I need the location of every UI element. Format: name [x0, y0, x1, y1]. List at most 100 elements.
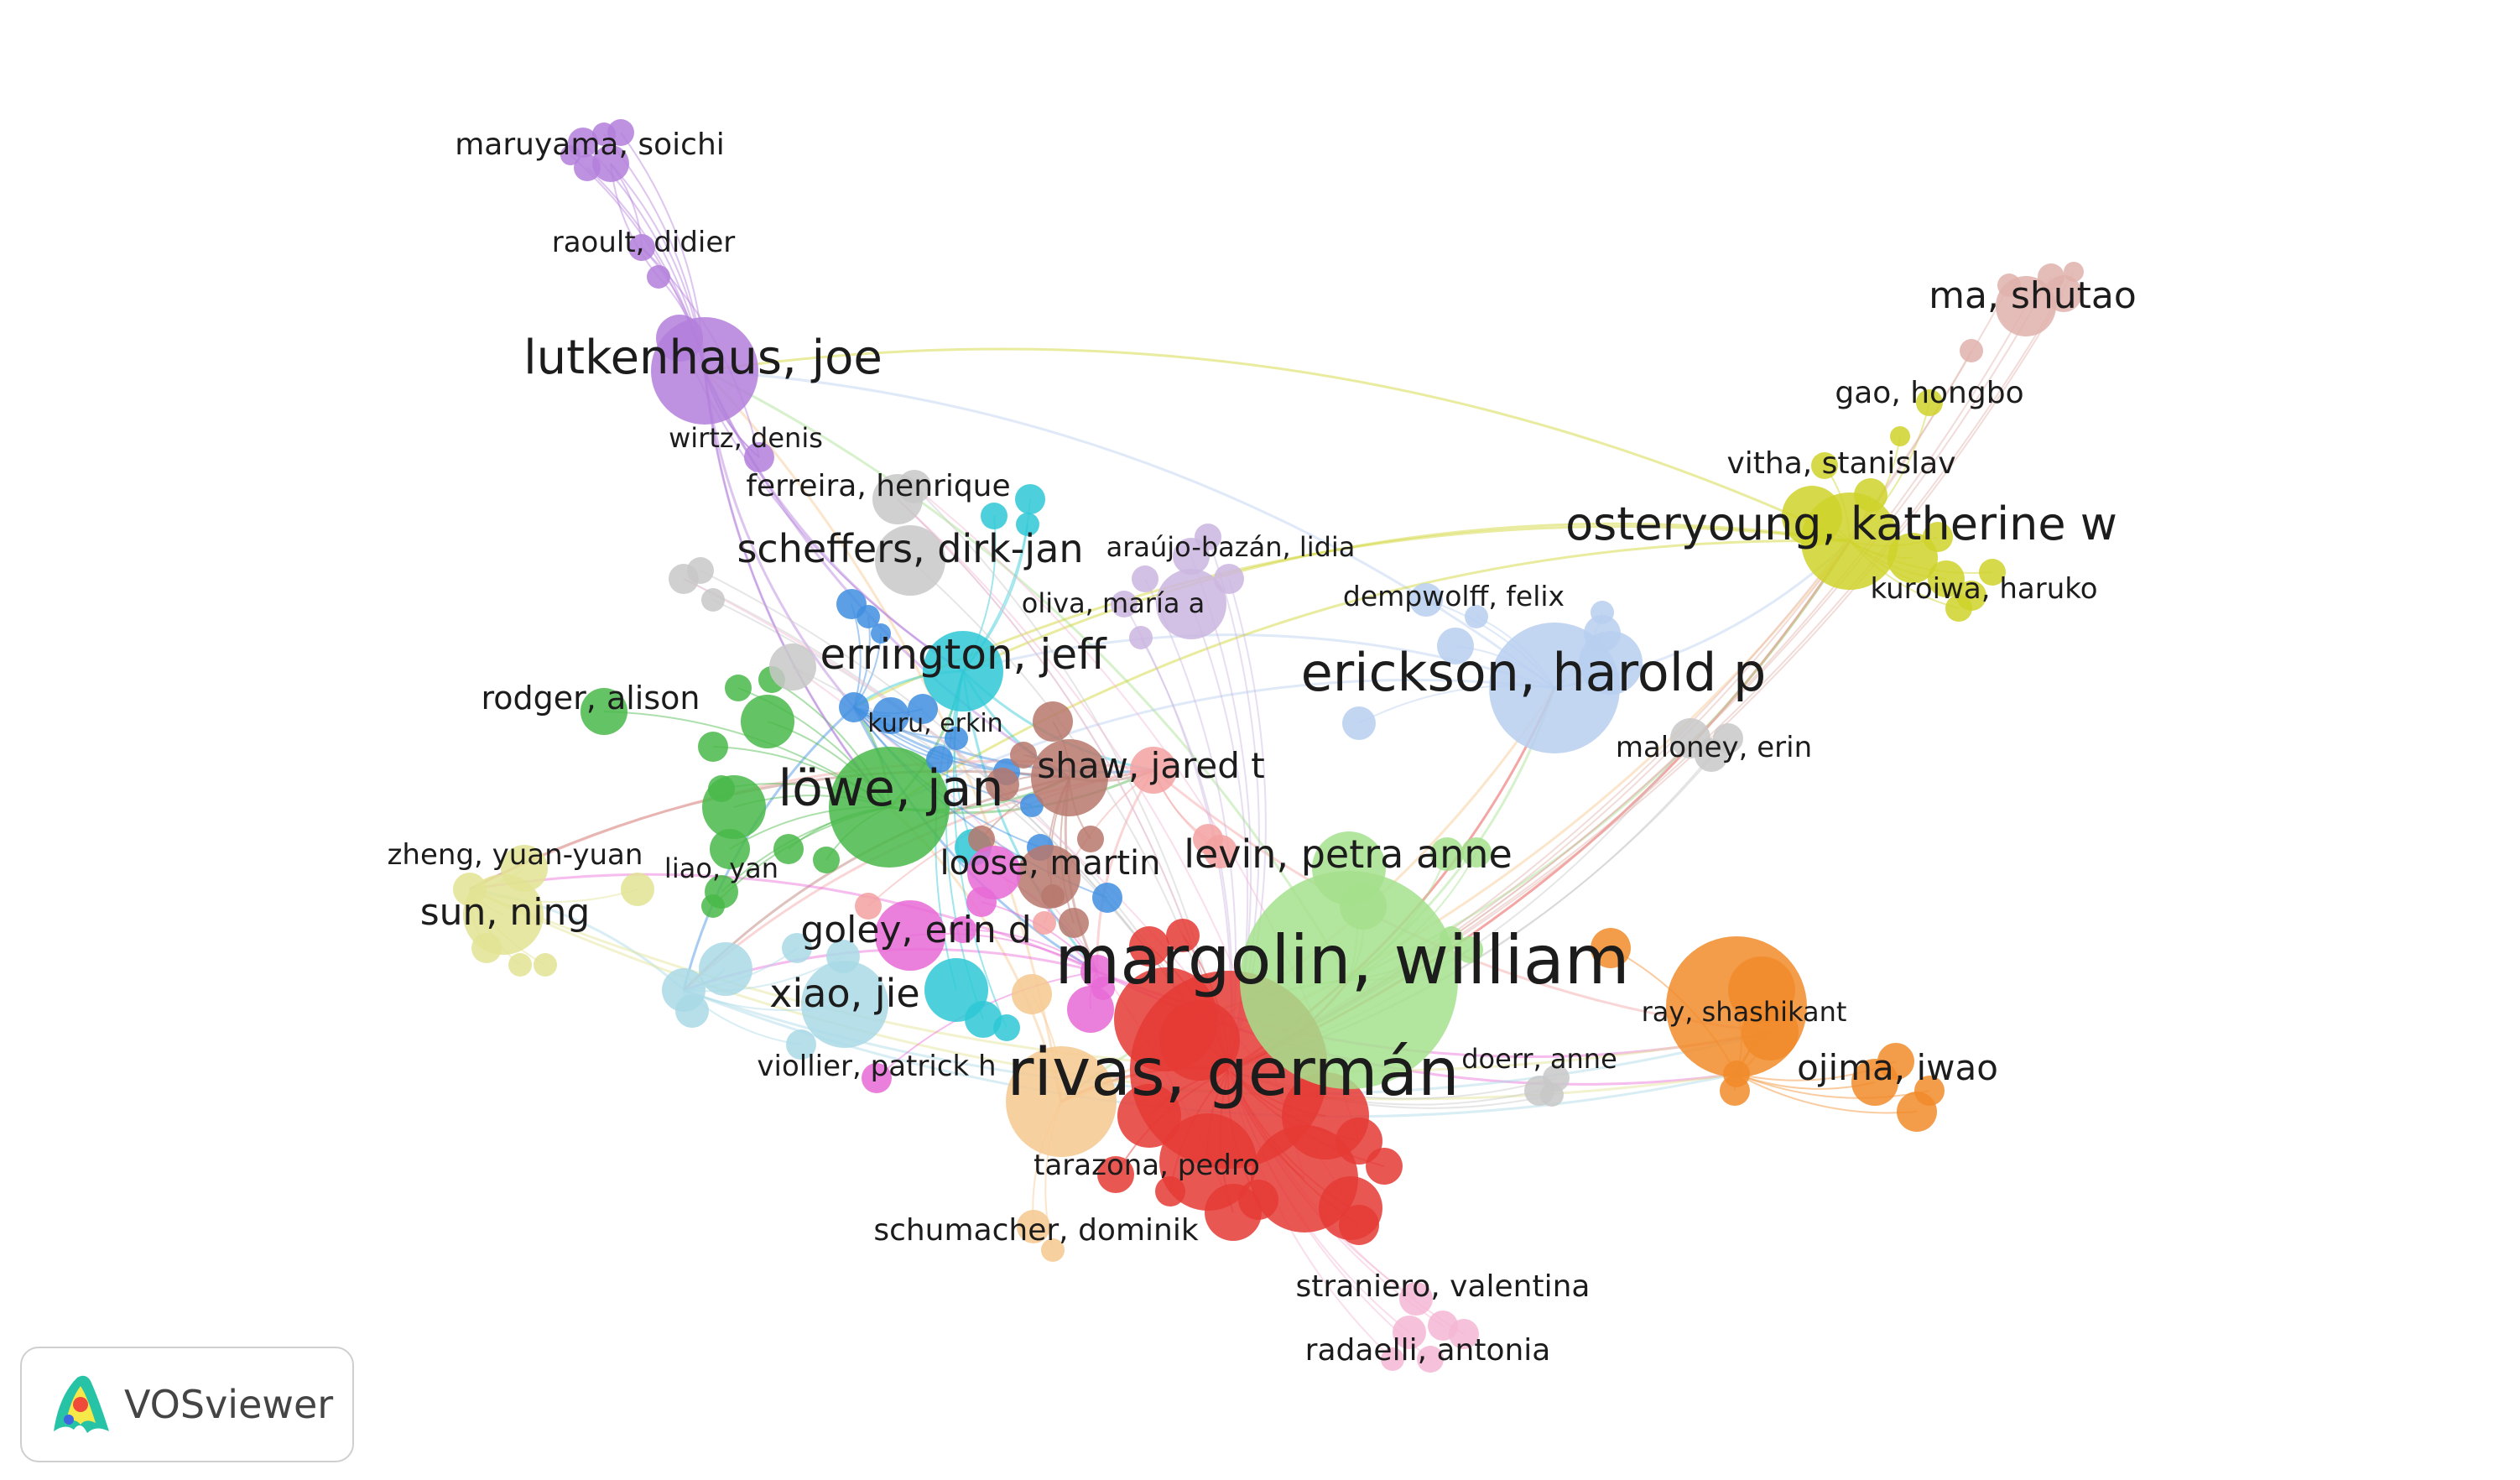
node-khaki[interactable]	[508, 953, 532, 977]
node-green[interactable]	[698, 732, 728, 762]
node-label-radaelli[interactable]: radaelli, antonia	[1305, 1333, 1551, 1368]
node-blue-light[interactable]	[1437, 628, 1474, 664]
node-label-ojima[interactable]: ojima, iwao	[1797, 1047, 1998, 1088]
node-gray[interactable]	[1713, 723, 1743, 753]
node-green[interactable]	[710, 829, 750, 869]
node-brown[interactable]	[1017, 845, 1080, 909]
node-light-cyan[interactable]	[826, 940, 860, 973]
node-brown[interactable]	[1033, 701, 1073, 742]
node-green[interactable]	[701, 894, 725, 918]
node-pink[interactable]	[1399, 1282, 1433, 1316]
node-cyan[interactable]	[1015, 484, 1045, 514]
node-cyan[interactable]	[1016, 513, 1039, 536]
node-label-shaw[interactable]: shaw, jared t	[1037, 745, 1264, 786]
node-yellow[interactable]	[1945, 595, 1972, 622]
node-blue-light[interactable]	[1591, 601, 1614, 624]
node-lavender[interactable]	[1129, 626, 1153, 649]
node-xiao[interactable]	[801, 961, 888, 1048]
node-orange-light[interactable]	[1017, 1210, 1050, 1243]
node-red[interactable]	[1129, 926, 1169, 967]
node-label-scheffers[interactable]: scheffers, dirk-jan	[737, 526, 1083, 571]
node-yellow[interactable]	[1782, 486, 1842, 546]
node-pink[interactable]	[1381, 1347, 1404, 1371]
node-label-vitha[interactable]: vitha, stanislav	[1726, 446, 1955, 481]
node-gray[interactable]	[769, 644, 816, 690]
node-orange-light[interactable]	[1012, 974, 1052, 1014]
node-magenta[interactable]	[967, 846, 1021, 899]
node-yellow[interactable]	[1854, 478, 1887, 512]
node-salmon[interactable]	[855, 893, 882, 920]
node-purple[interactable]	[592, 145, 629, 182]
node-brown[interactable]	[1010, 742, 1037, 769]
node-label-ferreira[interactable]: ferreira, henrique	[746, 469, 1010, 503]
node-pink[interactable]	[1393, 1316, 1426, 1349]
node-label-doerr[interactable]: doerr, anne	[1461, 1043, 1617, 1075]
node-label-loose[interactable]: loose, martin	[940, 844, 1160, 883]
node-gray[interactable]	[687, 557, 714, 584]
node-magenta[interactable]	[950, 916, 976, 943]
node-label-osteryoung[interactable]: osteryoung, katherine w	[1565, 498, 2117, 550]
node-red[interactable]	[1097, 1156, 1134, 1193]
node-orange[interactable]	[1877, 1043, 1914, 1080]
node-blue[interactable]	[908, 694, 938, 724]
node-green-light[interactable]	[1461, 837, 1492, 868]
node-green-light[interactable]	[1456, 936, 1483, 963]
node-purple[interactable]	[656, 315, 703, 362]
node-shaw[interactable]	[1031, 739, 1108, 816]
node-blue-light[interactable]	[1409, 583, 1443, 617]
node-khaki[interactable]	[621, 873, 654, 906]
node-magenta[interactable]	[862, 1063, 892, 1093]
node-blue-light[interactable]	[1465, 605, 1488, 628]
node-cyan[interactable]	[965, 1001, 1002, 1038]
node-salmon[interactable]	[1130, 747, 1177, 794]
node-label-gao[interactable]: gao, hongbo	[1835, 376, 2023, 410]
node-red[interactable]	[1366, 1148, 1403, 1185]
node-label-lowe[interactable]: löwe, jan	[778, 759, 1004, 818]
node-rose[interactable]	[1997, 274, 2021, 297]
node-purple[interactable]	[574, 154, 601, 181]
node-label-rivas[interactable]: rivas, germán	[1007, 1035, 1459, 1111]
node-label-margolin[interactable]: margolin, william	[1054, 921, 1629, 999]
node-label-sun[interactable]: sun, ning	[420, 891, 591, 934]
node-lavender[interactable]	[1214, 564, 1244, 594]
node-brown[interactable]	[1077, 826, 1104, 852]
node-purple[interactable]	[560, 145, 581, 165]
node-blue[interactable]	[871, 623, 891, 644]
node-brown[interactable]	[1059, 908, 1089, 938]
node-gray[interactable]	[701, 588, 725, 612]
node-rose[interactable]	[2038, 263, 2064, 290]
node-label-liao[interactable]: liao, yan	[664, 852, 778, 884]
author-nodes[interactable]	[453, 119, 2084, 1373]
node-label-rodger[interactable]: rodger, alison	[482, 680, 700, 717]
node-blue-light[interactable]	[1584, 615, 1621, 652]
vosviewer-logo-badge[interactable]: VOSviewer	[20, 1347, 354, 1462]
node-pink[interactable]	[1449, 1319, 1479, 1349]
node-label-kuroiwa[interactable]: kuroiwa, haruko	[1870, 572, 2097, 606]
node-errington[interactable]	[923, 631, 1003, 711]
node-green[interactable]	[581, 688, 627, 735]
node-green[interactable]	[813, 847, 840, 873]
node-red[interactable]	[1238, 1180, 1278, 1220]
node-blue[interactable]	[926, 746, 953, 773]
node-label-maloney[interactable]: maloney, erin	[1616, 731, 1812, 764]
node-orange[interactable]	[1742, 1003, 1799, 1060]
node-label-ma[interactable]: ma, shutao	[1929, 274, 2137, 317]
node-yellow[interactable]	[1979, 559, 2006, 586]
node-khaki[interactable]	[453, 873, 487, 906]
node-label-levin[interactable]: levin, petra anne	[1184, 831, 1513, 877]
node-salmon[interactable]	[1204, 835, 1237, 868]
node-green[interactable]	[741, 695, 794, 748]
node-green[interactable]	[708, 775, 735, 802]
node-yellow[interactable]	[1923, 522, 1953, 552]
node-label-schumacher[interactable]: schumacher, dominik	[873, 1213, 1199, 1248]
node-green-light[interactable]	[1430, 837, 1464, 871]
node-purple[interactable]	[628, 234, 655, 261]
node-label-errington[interactable]: errington, jeff	[820, 630, 1107, 679]
node-gray[interactable]	[1540, 1083, 1564, 1107]
node-label-araujo[interactable]: araújo-bazán, lidia	[1106, 531, 1356, 563]
node-blue[interactable]	[945, 727, 968, 750]
node-label-kuru[interactable]: kuru, erkin	[867, 709, 1002, 738]
node-magenta[interactable]	[966, 887, 997, 917]
node-label-dempwolff[interactable]: dempwolff, felix	[1343, 580, 1565, 612]
